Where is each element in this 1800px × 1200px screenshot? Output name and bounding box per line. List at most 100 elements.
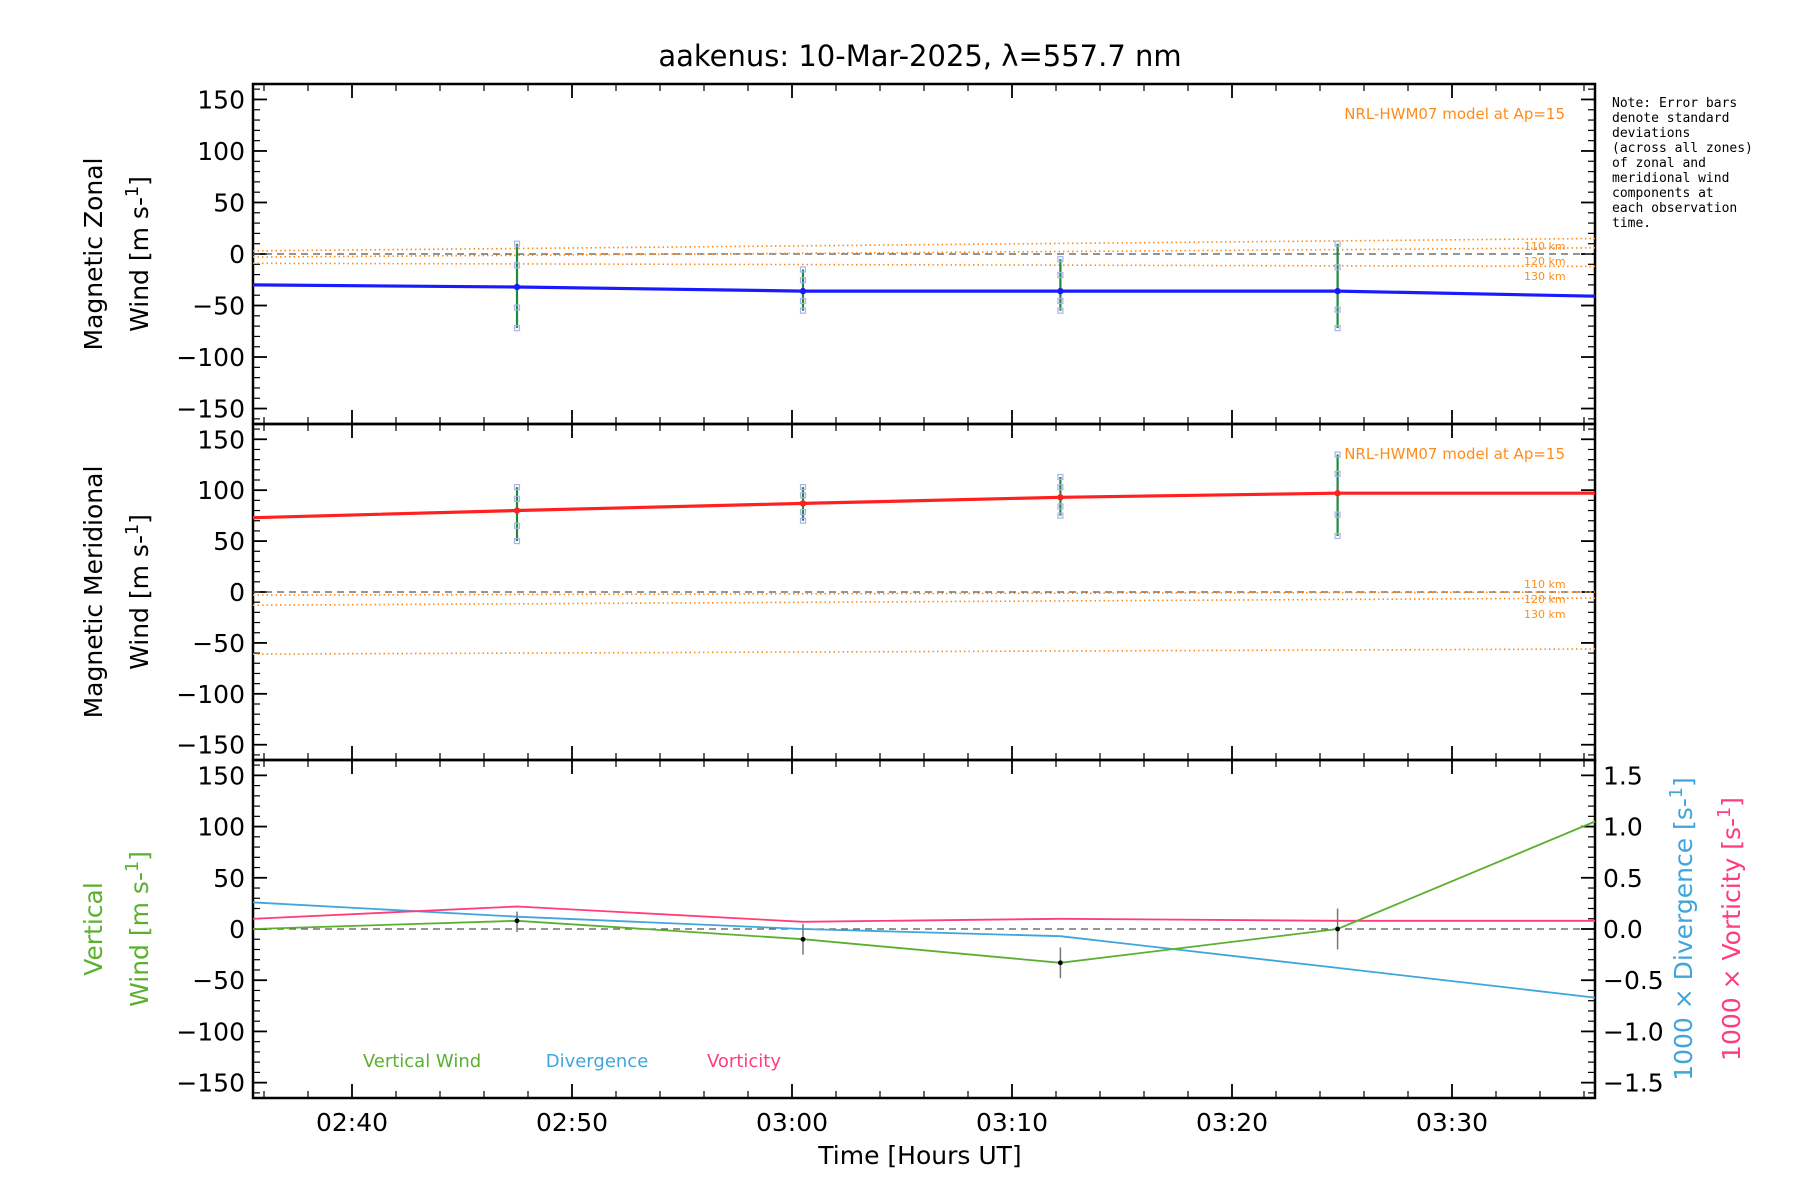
x-tick-label: 03:30: [1416, 1108, 1488, 1137]
note-line: deviations: [1612, 126, 1691, 141]
y-tick-label: −50: [192, 629, 245, 658]
wind-point: [513, 507, 521, 514]
model-label: NRL-HWM07 model at Ap=15: [1344, 105, 1565, 123]
zone-marker: [799, 307, 807, 314]
zone-marker: [513, 262, 521, 269]
y-tick-label: −100: [176, 1017, 245, 1046]
model-curve-label: 110 km: [1524, 578, 1566, 591]
note-line: components at: [1612, 186, 1714, 201]
y2-tick-label: 1.5: [1603, 761, 1643, 790]
zone-marker: [799, 484, 807, 491]
note-line: meridional wind: [1612, 171, 1730, 186]
wind-point: [799, 287, 807, 295]
zone-marker: [799, 277, 807, 284]
error-bar-note: Note: Error bars denote standard deviati…: [1612, 96, 1787, 231]
y-axis-label-line1: Magnetic Meridional: [79, 466, 108, 719]
zone-marker: [513, 240, 521, 247]
zone-marker: [1334, 240, 1341, 247]
model-curve-label: 130 km: [1524, 608, 1566, 621]
model-label: NRL-HWM07 model at Ap=15: [1344, 445, 1565, 463]
legend-item: Vertical Wind: [363, 1051, 481, 1072]
wind-point: [513, 283, 521, 291]
y-axis-label-line1: Vertical: [79, 882, 108, 976]
zone-marker: [799, 492, 807, 499]
panel-3: 150 100 50 0 −50 −100 −150 02:40 02:50 03:00 03:10…: [79, 758, 1746, 1137]
y-tick-label: 50: [213, 188, 245, 217]
wind-point: [799, 500, 807, 507]
y-tick-label: 50: [213, 864, 245, 893]
y-tick-label: 100: [197, 813, 245, 842]
note-line: of zonal and: [1612, 156, 1706, 171]
x-axis-label: Time [Hours UT]: [817, 1141, 1021, 1170]
model-curve-label: 110 km: [1524, 240, 1566, 253]
y-axis-label-line1: Magnetic Zonal: [79, 158, 108, 351]
wind-point: [1057, 287, 1064, 295]
model-curve-label: 130 km: [1524, 270, 1566, 283]
y-tick-label: 0: [229, 240, 245, 269]
zone-marker: [1334, 532, 1341, 540]
y-axis-label-line2: Wind [m s-1]: [123, 851, 154, 1007]
wind-point: [1057, 494, 1064, 501]
y-tick-label: 150: [197, 85, 245, 114]
zone-marker: [1057, 484, 1064, 491]
model-curve-label: 120 km: [1524, 593, 1566, 606]
y2-tick-label: −1.0: [1603, 1017, 1664, 1046]
y-tick-label: −150: [176, 731, 245, 760]
vertical-wind-line: [252, 820, 1596, 964]
y-tick-label: −100: [176, 680, 245, 709]
zone-marker: [1334, 511, 1341, 518]
zone-marker: [799, 266, 807, 273]
model-curve-label: 120 km: [1524, 255, 1566, 268]
zone-marker: [1057, 272, 1064, 279]
wind-line: [252, 491, 1595, 520]
zone-marker: [1057, 503, 1064, 510]
x-tick-label: 03:20: [1196, 1108, 1268, 1137]
zone-marker: [1334, 325, 1341, 332]
zone-marker: [513, 495, 521, 502]
y-tick-label: 100: [197, 137, 245, 166]
note-line: denote standard: [1612, 111, 1730, 126]
note-line: Note: Error bars: [1612, 96, 1738, 111]
y2-tick-label: 0.5: [1603, 864, 1643, 893]
zone-marker: [1057, 307, 1064, 314]
y-tick-label: 150: [197, 761, 245, 790]
panel-1: 150 100 50 0 −50 −100 −150 Magnetic Zonal Wind […: [79, 82, 1597, 426]
vertical-wind-point: [800, 936, 806, 942]
zone-marker: [1334, 306, 1341, 313]
zone-marker: [799, 508, 807, 516]
divergence-line: [252, 901, 1596, 999]
legend-item: Vorticity: [707, 1051, 781, 1072]
x-tick-label: 03:00: [756, 1108, 828, 1137]
zone-marker: [799, 297, 807, 304]
zone-marker: [1334, 470, 1341, 477]
zone-marker: [1057, 512, 1064, 519]
wind-line: [252, 283, 1596, 298]
y2-tick-label: −0.5: [1603, 966, 1664, 995]
y-tick-label: −50: [192, 292, 245, 321]
vertical-wind-point: [514, 918, 520, 924]
zone-marker: [1057, 473, 1064, 481]
y-tick-label: −100: [176, 343, 245, 372]
y-tick-label: 0: [229, 915, 245, 944]
y-tick-label: 50: [213, 527, 245, 556]
zone-marker: [513, 537, 521, 545]
y2-tick-label: 1.0: [1603, 813, 1643, 842]
wind-point: [1334, 287, 1341, 295]
note-line: each observation: [1612, 201, 1738, 216]
zone-marker: [513, 522, 521, 529]
model-curve-120km: [252, 247, 1596, 258]
zone-marker: [513, 484, 521, 491]
y2-tick-label: −1.5: [1603, 1069, 1664, 1098]
zone-marker: [1334, 264, 1341, 271]
y-tick-label: −150: [176, 1069, 245, 1098]
y-tick-label: 100: [197, 476, 245, 505]
y-tick-label: 150: [197, 425, 245, 454]
vertical-wind-point: [1335, 926, 1340, 932]
y-tick-label: −150: [176, 395, 245, 424]
x-tick-label: 03:10: [976, 1108, 1048, 1137]
model-curve-130km: [252, 262, 1596, 268]
zone-marker: [513, 304, 521, 311]
y-tick-label: −50: [192, 966, 245, 995]
y2-tick-label: 0.0: [1603, 915, 1643, 944]
